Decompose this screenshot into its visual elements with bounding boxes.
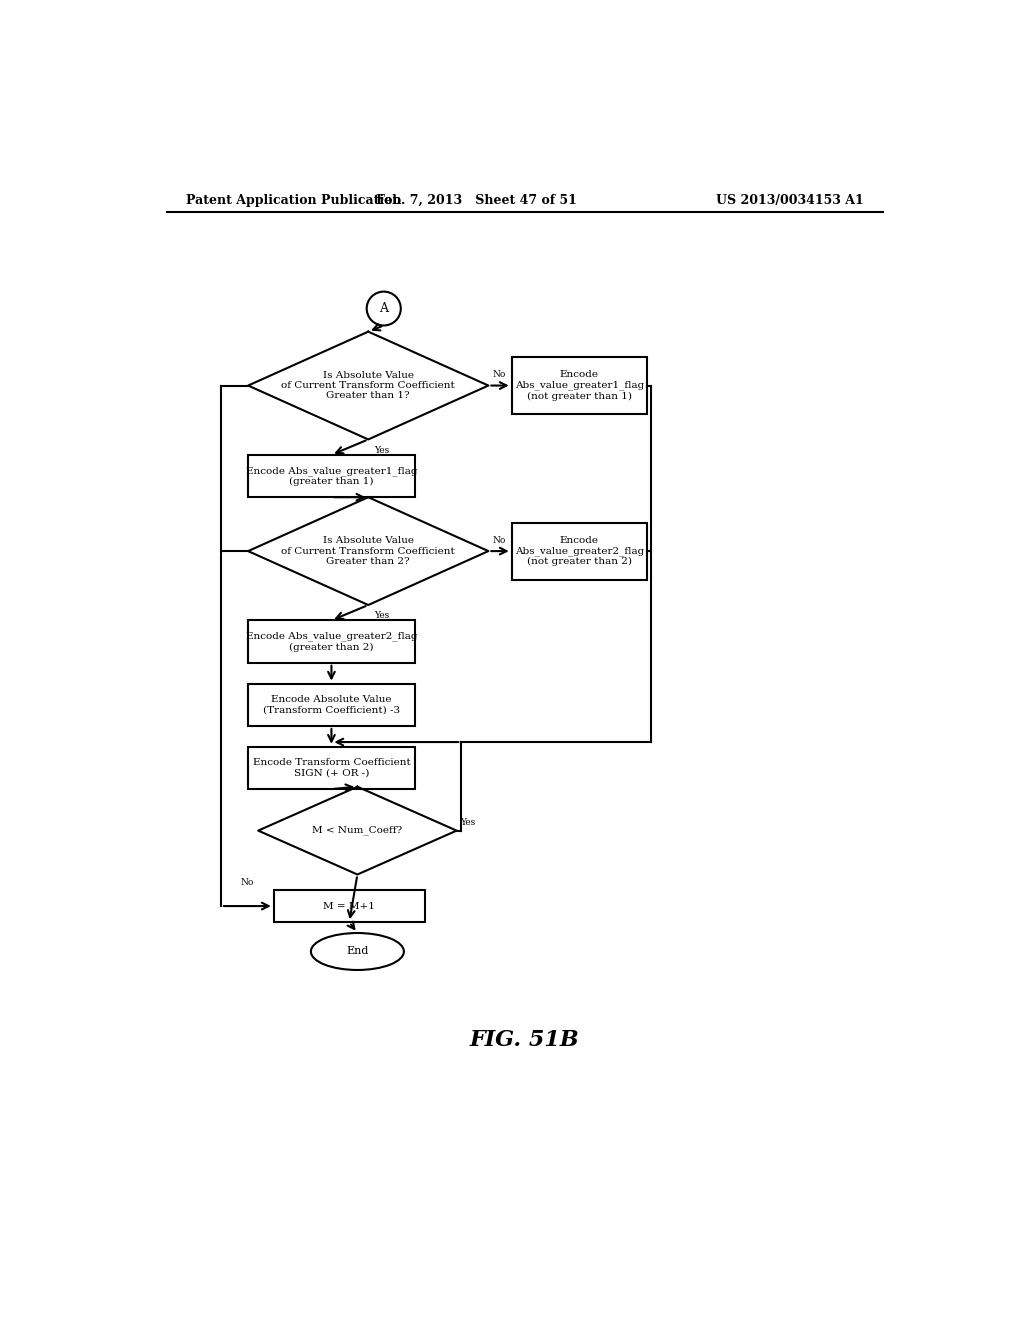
Text: Encode
Abs_value_greater2_flag
(not greater than 2): Encode Abs_value_greater2_flag (not grea…: [515, 536, 644, 566]
Text: No: No: [241, 878, 254, 887]
FancyBboxPatch shape: [273, 890, 425, 923]
Text: M < Num_Coeff?: M < Num_Coeff?: [312, 826, 402, 836]
FancyBboxPatch shape: [248, 455, 415, 498]
Text: Yes: Yes: [375, 446, 390, 454]
Text: US 2013/0034153 A1: US 2013/0034153 A1: [717, 194, 864, 207]
FancyBboxPatch shape: [512, 358, 647, 414]
Text: No: No: [493, 536, 506, 545]
Text: Patent Application Publication: Patent Application Publication: [186, 194, 401, 207]
Text: Encode Abs_value_greater2_flag
(greater than 2): Encode Abs_value_greater2_flag (greater …: [246, 631, 417, 652]
Circle shape: [367, 292, 400, 326]
Text: Encode Abs_value_greater1_flag
(greater than 1): Encode Abs_value_greater1_flag (greater …: [246, 466, 417, 486]
FancyBboxPatch shape: [512, 523, 647, 579]
Text: A: A: [379, 302, 388, 315]
Text: Encode Transform Coefficient
SIGN (+ OR -): Encode Transform Coefficient SIGN (+ OR …: [253, 758, 411, 777]
Text: End: End: [346, 946, 369, 957]
Text: Yes: Yes: [375, 611, 390, 620]
Text: Encode Absolute Value
(Transform Coefficient) -3: Encode Absolute Value (Transform Coeffic…: [263, 696, 400, 714]
FancyBboxPatch shape: [248, 684, 415, 726]
Text: FIG. 51B: FIG. 51B: [470, 1030, 580, 1051]
Text: M = M+1: M = M+1: [324, 902, 375, 911]
Text: Yes: Yes: [461, 818, 476, 826]
Text: Is Absolute Value
of Current Transform Coefficient
Greater than 1?: Is Absolute Value of Current Transform C…: [282, 371, 455, 400]
Text: Is Absolute Value
of Current Transform Coefficient
Greater than 2?: Is Absolute Value of Current Transform C…: [282, 536, 455, 566]
Text: Encode
Abs_value_greater1_flag
(not greater than 1): Encode Abs_value_greater1_flag (not grea…: [515, 370, 644, 401]
Ellipse shape: [311, 933, 403, 970]
Text: Feb. 7, 2013   Sheet 47 of 51: Feb. 7, 2013 Sheet 47 of 51: [376, 194, 578, 207]
Text: No: No: [493, 371, 506, 379]
FancyBboxPatch shape: [248, 747, 415, 789]
FancyBboxPatch shape: [248, 620, 415, 663]
